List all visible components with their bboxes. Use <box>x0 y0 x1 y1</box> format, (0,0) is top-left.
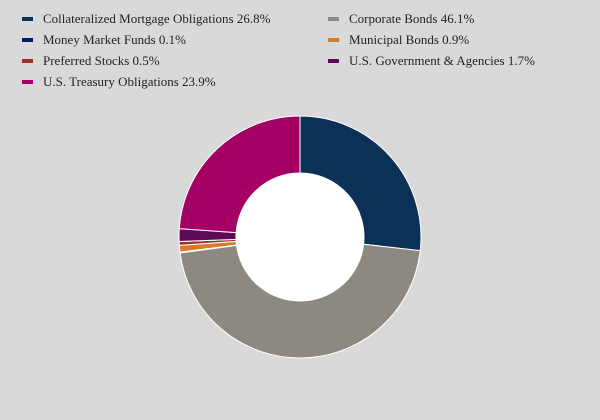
legend-swatch-money-market <box>22 37 33 42</box>
donut-hole <box>236 173 364 301</box>
legend-label-preferred-stocks: Preferred Stocks 0.5% <box>43 52 160 68</box>
legend-label-us-government: U.S. Government & Agencies 1.7% <box>349 52 535 68</box>
legend-label-municipal-bonds: Municipal Bonds 0.9% <box>349 31 470 47</box>
legend-swatch-us-treasury <box>22 79 33 84</box>
legend-item-municipal-bonds: Municipal Bonds 0.9% <box>328 31 578 48</box>
legend-label-money-market: Money Market Funds 0.1% <box>43 31 186 47</box>
legend-item-us-treasury: U.S. Treasury Obligations 23.9% <box>22 73 328 90</box>
legend-swatch-preferred-stocks <box>22 58 33 63</box>
legend-swatch-corporate-bonds <box>328 16 339 21</box>
legend-item-us-government: U.S. Government & Agencies 1.7% <box>328 52 578 69</box>
legend-item-corporate-bonds: Corporate Bonds 46.1% <box>328 10 578 27</box>
legend-label-corporate-bonds: Corporate Bonds 46.1% <box>349 10 475 26</box>
legend-label-cmo: Collateralized Mortgage Obligations 26.8… <box>43 10 271 26</box>
legend-item-preferred-stocks: Preferred Stocks 0.5% <box>22 52 328 69</box>
chart-legend: Collateralized Mortgage Obligations 26.8… <box>22 10 578 90</box>
legend-item-money-market: Money Market Funds 0.1% <box>22 31 328 48</box>
legend-item-cmo: Collateralized Mortgage Obligations 26.8… <box>22 10 328 27</box>
legend-swatch-municipal-bonds <box>328 37 339 42</box>
legend-label-us-treasury: U.S. Treasury Obligations 23.9% <box>43 73 216 89</box>
legend-swatch-us-government <box>328 58 339 63</box>
legend-swatch-cmo <box>22 16 33 21</box>
